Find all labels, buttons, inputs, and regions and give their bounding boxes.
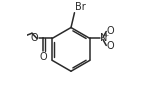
- Text: Br: Br: [75, 2, 86, 12]
- Text: O: O: [107, 26, 114, 36]
- Text: -: -: [109, 46, 112, 51]
- Text: +: +: [103, 33, 108, 38]
- Text: O: O: [39, 52, 47, 62]
- Text: O: O: [30, 33, 38, 43]
- Text: O: O: [107, 41, 114, 51]
- Text: N: N: [100, 33, 108, 43]
